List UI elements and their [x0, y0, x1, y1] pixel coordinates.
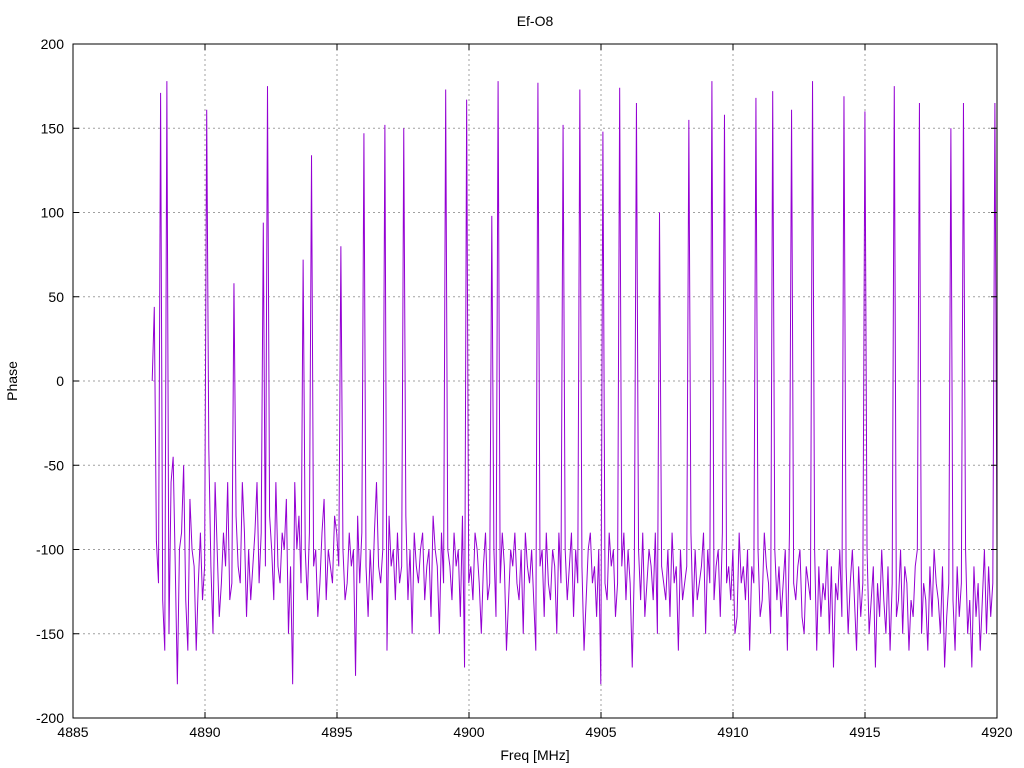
y-tick-label: -50: [44, 457, 64, 473]
ticks: 4885 4890 4895 4900 4905 4910 4915 4920 -200 -150…: [36, 36, 1013, 740]
grid: [73, 44, 997, 718]
x-tick-label: 4895: [321, 724, 352, 740]
y-tick-label: 0: [56, 373, 64, 389]
y-tick-label: 200: [41, 36, 65, 52]
x-axis-label: Freq [MHz]: [500, 747, 569, 763]
x-tick-label: 4915: [849, 724, 880, 740]
x-tick-label: 4900: [453, 724, 484, 740]
chart-title: Ef-O8: [517, 13, 554, 29]
x-tick-label: 4890: [189, 724, 220, 740]
x-tick-label: 4910: [717, 724, 748, 740]
y-tick-label: -100: [36, 542, 64, 558]
x-tick-label: 4905: [585, 724, 616, 740]
x-tick-label: 4885: [57, 724, 88, 740]
y-tick-label: -200: [36, 710, 64, 726]
y-axis-label: Phase: [4, 361, 20, 401]
series-layer: [151, 81, 998, 685]
phase-series-line: [151, 81, 998, 685]
y-tick-label: 100: [41, 205, 65, 221]
x-tick-label: 4920: [981, 724, 1012, 740]
y-tick-label: -150: [36, 626, 64, 642]
y-tick-label: 50: [48, 289, 64, 305]
y-tick-label: 150: [41, 120, 65, 136]
